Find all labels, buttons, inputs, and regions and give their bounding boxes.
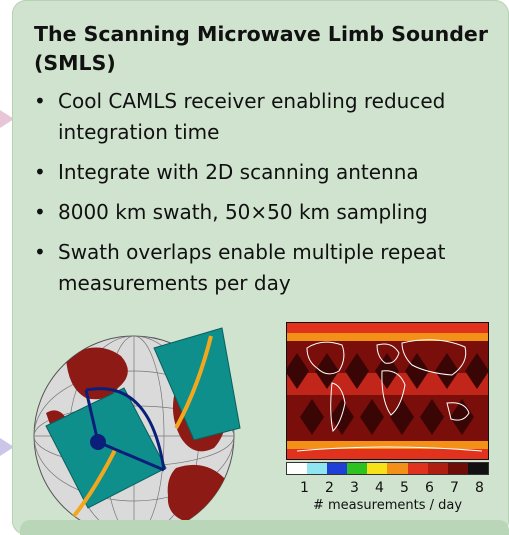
coverage-map-graphic (287, 323, 488, 459)
bullet-text: Cool CAMLS receiver enabling reduced int… (58, 89, 446, 144)
colorbar-swatch (467, 463, 488, 474)
panel-title: The Scanning Microwave Limb Sounder (SML… (34, 22, 488, 75)
bullet-item: • Integrate with 2D scanning antenna (34, 160, 419, 184)
colorbar-label: 7 (450, 480, 459, 496)
colorbar-swatch (447, 463, 468, 474)
triangle-arrow-icon (0, 438, 14, 456)
bullet-list: • Cool CAMLS receiver enabling reduced in… (30, 86, 500, 308)
next-panel-edge (20, 520, 509, 535)
bullet-text: Integrate with 2D scanning antenna (58, 160, 419, 184)
bullet-text: 8000 km swath, 50×50 km sampling (58, 200, 428, 224)
globe-icon (33, 327, 241, 534)
bullet-item: • 8000 km swath, 50×50 km sampling (34, 200, 428, 224)
colorbar-swatch (367, 463, 388, 474)
colorbar-label: 2 (325, 480, 334, 496)
colorbar-label: 1 (300, 480, 309, 496)
bullet-item: • Swath overlaps enable multiple repeat m… (34, 240, 446, 295)
world-coverage-map (286, 322, 489, 460)
colorbar-label: 5 (400, 480, 409, 496)
colorbar-swatch (427, 463, 448, 474)
colorbar-swatch (327, 463, 348, 474)
colorbar-label: 3 (350, 480, 359, 496)
colorbar-labels: 1 2 3 4 5 6 7 8 (300, 480, 484, 496)
colorbar (286, 462, 489, 475)
colorbar-label: 8 (475, 480, 484, 496)
colorbar-label: 6 (425, 480, 434, 496)
coverage-figure: 1 2 3 4 5 6 7 8 # measurements / day (286, 322, 489, 534)
colorbar-swatch (347, 463, 368, 474)
colorbar-swatch (307, 463, 328, 474)
colorbar-label: 4 (375, 480, 384, 496)
colorbar-swatch (287, 463, 308, 474)
bullet-text: Swath overlaps enable multiple repeat me… (58, 240, 446, 295)
triangle-arrow-icon (0, 110, 14, 128)
bullet-item: • Cool CAMLS receiver enabling reduced in… (34, 89, 446, 144)
colorbar-swatch (407, 463, 428, 474)
colorbar-caption: # measurements / day (312, 498, 463, 513)
colorbar-swatch (387, 463, 408, 474)
